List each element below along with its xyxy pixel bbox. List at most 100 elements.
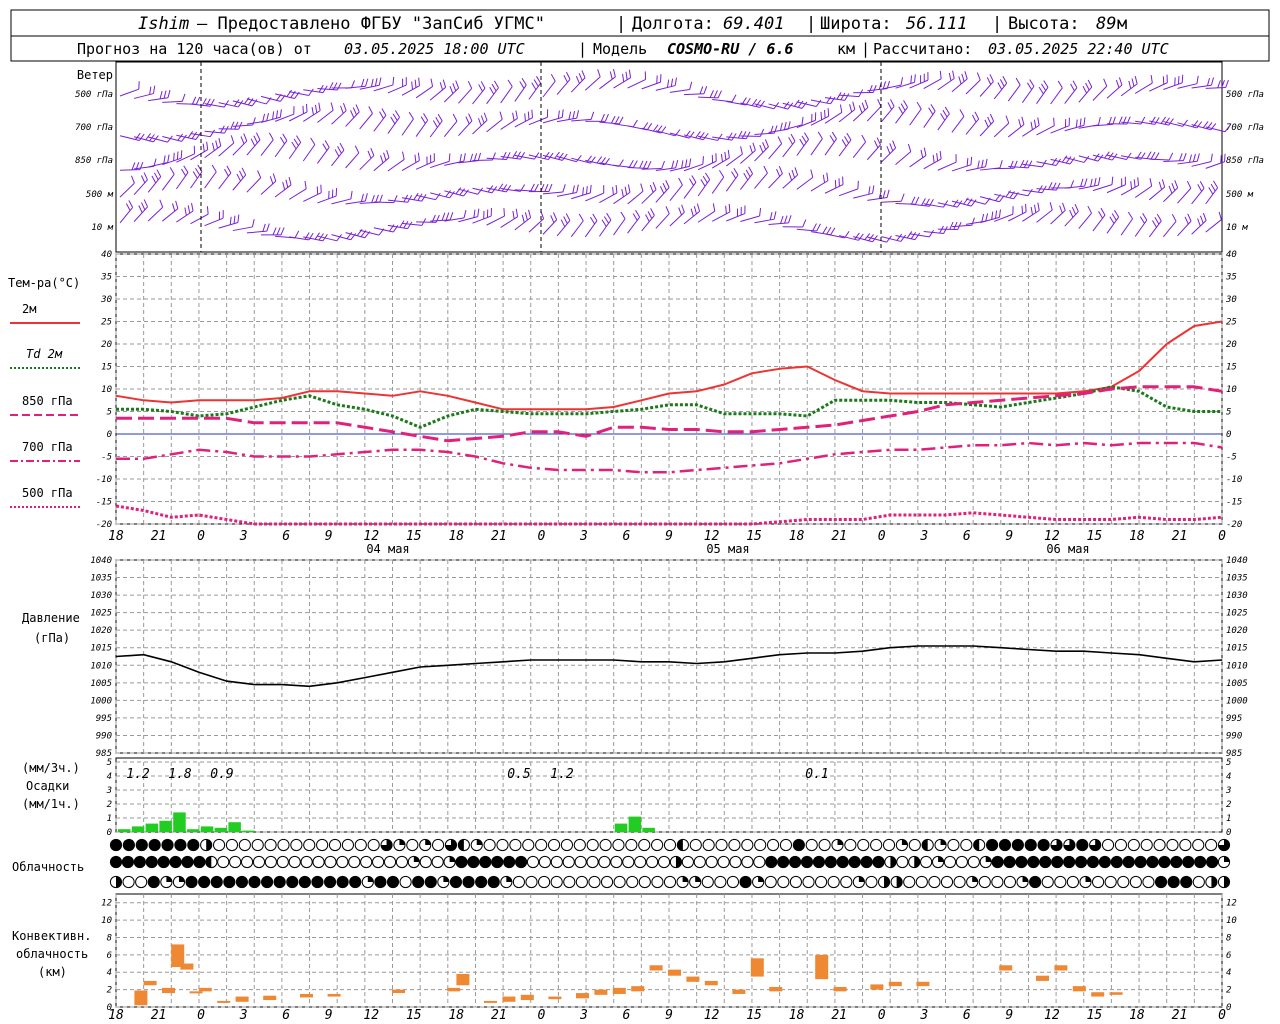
y-tick-label-left: 35: [100, 273, 112, 283]
wind-barb-feather: [576, 184, 579, 193]
conv-bar: [870, 984, 884, 990]
wind-barb-feather: [989, 74, 994, 82]
wind-barb-shaft: [401, 160, 420, 171]
wind-barb-shaft: [1078, 184, 1099, 190]
wind-barb-shaft: [288, 142, 302, 160]
wind-barb-feather: [1111, 176, 1114, 185]
wind-barb-feather: [530, 183, 535, 192]
cloud-symbol: [324, 855, 337, 869]
wind-barb-feather: [705, 172, 711, 180]
wind-barb-shaft: [881, 147, 896, 163]
y-tick-label-right: 1015: [1226, 644, 1248, 654]
wind-barb-shaft: [190, 149, 208, 161]
lon-value: 69.401: [723, 14, 784, 34]
wind-barb-shaft: [204, 103, 225, 108]
wind-barb-feather: [1041, 83, 1047, 91]
x-tick-label: 12: [704, 529, 720, 544]
cloud-symbol: [928, 875, 941, 889]
y-tick-label-right: 5: [1226, 408, 1231, 418]
wind-barb-feather: [1186, 180, 1192, 189]
wind-barb-feather: [590, 216, 596, 225]
wind-barb-shaft: [119, 207, 133, 224]
conv-bar: [750, 958, 764, 977]
wind-barb-shaft: [1148, 186, 1165, 201]
wind-barb-feather: [787, 121, 791, 130]
wind-barb-feather: [350, 190, 353, 200]
wind-barb-shaft: [965, 198, 986, 205]
wind-barb-shaft: [443, 87, 459, 103]
wind-barb-feather: [224, 125, 229, 134]
wind-barb-shaft: [1205, 187, 1218, 205]
cloud-symbol: [1122, 855, 1135, 869]
cloud-symbol: [311, 875, 324, 889]
wind-barb-shaft: [965, 79, 981, 95]
wind-barb-shaft: [585, 159, 605, 166]
cloud-symbol: [467, 855, 480, 869]
wind-barb-shaft: [824, 184, 844, 194]
wind-barb-feather: [844, 93, 850, 101]
conv-bar: [686, 976, 700, 982]
cloud-symbol: [960, 838, 973, 852]
cloud-symbol: [955, 855, 968, 869]
wind-barb-feather: [378, 77, 382, 86]
cloud-symbol: [212, 838, 226, 852]
wind-barb-feather: [489, 87, 495, 95]
wind-barb-feather: [788, 215, 792, 224]
wind-barb-feather: [958, 76, 962, 85]
wind-barb-feather: [184, 207, 187, 216]
y-tick-label-right: 40: [1226, 250, 1237, 260]
wind-barb-shaft: [1191, 220, 1207, 235]
wind-barb-feather: [244, 97, 250, 105]
temp-series-1: [116, 385, 1222, 429]
cloud-symbol: [1142, 875, 1155, 889]
wind-barb-feather: [601, 219, 607, 227]
wind-barb-feather: [1079, 118, 1082, 127]
wind-barb-shaft: [1135, 120, 1156, 125]
cloud-symbol: [1051, 855, 1064, 869]
wind-barb-shaft: [909, 233, 930, 238]
wind-barb-feather: [195, 167, 201, 176]
wind-barb-shaft: [641, 189, 657, 204]
wind-barb-feather: [699, 86, 704, 95]
cloud-symbol: [705, 855, 718, 869]
wind-barb-feather: [1112, 116, 1116, 125]
wind-barb-feather: [964, 71, 968, 80]
wind-barb-shaft: [627, 190, 644, 205]
y-tick-label-right: 1000: [1226, 696, 1248, 706]
wind-barb-feather: [802, 219, 807, 228]
wind-barb-feather: [762, 142, 767, 150]
wind-barb-feather: [430, 78, 434, 87]
conv-bar: [594, 989, 608, 995]
wind-barb-shaft: [500, 216, 518, 228]
wind-barb-feather: [1104, 151, 1110, 159]
wind-barb-feather: [527, 111, 530, 120]
wind-barb-shaft: [909, 203, 930, 207]
wind-barb-feather: [1142, 213, 1148, 221]
cloud-symbol: [575, 875, 588, 889]
conv-bar: [235, 996, 249, 1002]
wind-barb-feather: [647, 211, 653, 219]
wind-barb-feather: [650, 208, 655, 216]
wind-barb-shaft: [500, 118, 518, 130]
wind-barb-feather: [793, 99, 800, 107]
date-label: 06 мая: [1046, 542, 1089, 556]
wind-barb-shaft: [316, 147, 330, 164]
conv-bar: [732, 989, 746, 994]
wind-barb-feather: [900, 77, 904, 86]
cloud-symbol: [766, 838, 780, 852]
wind-barb-feather: [151, 175, 157, 184]
wind-barb-shaft: [232, 226, 253, 232]
cloud-symbol: [491, 855, 504, 869]
cloud-symbol: [779, 838, 793, 852]
wind-barb-shaft: [1149, 158, 1170, 161]
wind-barb-feather: [791, 169, 796, 178]
wind-barb-shaft: [401, 118, 414, 136]
wind-barb-feather: [392, 76, 395, 85]
wind-barb-feather: [1087, 205, 1092, 214]
wind-barb-feather: [501, 184, 508, 192]
wind-barb-shaft: [1007, 124, 1025, 138]
wind-barb-feather: [1208, 187, 1214, 195]
wind-barb-feather: [1128, 80, 1132, 89]
cloud-quarter: [695, 876, 701, 882]
wind-barb-feather: [576, 155, 582, 162]
